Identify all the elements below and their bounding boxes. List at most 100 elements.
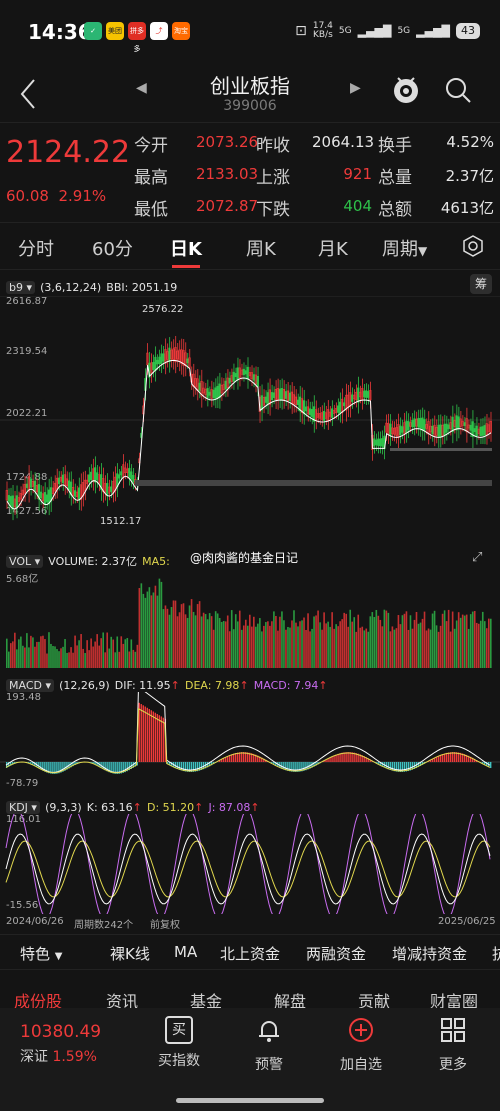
search-button[interactable] [442,74,474,106]
volume-indicator-selector[interactable]: VOL ▾ [6,555,44,568]
indicator-northbound[interactable]: 北上资金 [220,945,281,963]
macd-histogram-bar [138,702,140,762]
indicator-naked-k[interactable]: 裸K线 [110,945,150,963]
volume-bar [72,652,74,668]
quote-field-value: 4.52% [446,133,494,151]
next-index-button[interactable]: ▶ [350,80,361,96]
volume-bar [80,634,82,668]
tab-intraday[interactable]: 分时 [18,239,54,260]
candle-body [77,487,81,501]
tab-news[interactable]: 资讯 [106,992,139,1011]
chart-settings-button[interactable] [462,235,484,261]
tab-analysis[interactable]: 解盘 [274,992,307,1011]
macd-histogram-bar [28,762,30,764]
kdj-chart[interactable] [0,814,500,914]
tab-constituents[interactable]: 成份股 [14,992,63,1011]
volume-bar [287,626,289,668]
candle-body [469,424,472,431]
macd-histogram-bar [104,762,106,771]
candle-body [39,491,43,499]
volume-bar [423,611,426,668]
kdj-params: (9,3,3) [45,801,82,814]
volume-bar [345,613,348,668]
macd-histogram-bar [178,762,181,770]
y-axis-label: 2319.54 [6,346,48,357]
indicator-holding-change[interactable]: 增减持资金 [392,945,468,963]
alert-button[interactable]: 预警 [234,1016,304,1074]
tab-monthly-k[interactable]: 月K [318,239,348,260]
indicator-ma[interactable]: MA [174,943,198,961]
volume-bar [469,614,472,668]
candle-body [57,477,61,484]
macd-params: (12,26,9) [59,679,110,692]
kline-indicator-selector[interactable]: b9 ▾ [6,281,36,294]
macd-chart[interactable] [0,692,500,792]
buy-index-button[interactable]: 买 买指数 [144,1016,214,1070]
tab-60min[interactable]: 60分 [92,239,133,260]
indicator-more[interactable]: 抗 [492,945,500,963]
volume-bar [421,618,424,668]
kdj-indicator-selector[interactable]: KDJ ▾ [6,801,40,814]
assistant-button[interactable] [390,74,422,106]
volume-bar [128,651,131,668]
macd-histogram-bar [469,756,472,762]
indicator-margin[interactable]: 两融资金 [306,945,367,963]
candle-body [296,399,300,406]
candle-body [9,496,12,506]
volume-bar [134,651,137,668]
volume-bar [411,628,414,668]
tab-weekly-k[interactable]: 周K [246,239,276,260]
macd-histogram-bar [457,752,460,762]
candle-body [441,425,444,436]
y-axis-label: 2022.21 [6,408,48,419]
volume-bar [357,614,360,668]
candle-body [272,392,276,398]
candle-body [393,427,396,435]
tab-contribution[interactable]: 贡献 [358,992,391,1011]
macd-histogram-bar [369,759,371,762]
macd-histogram-bar [455,752,458,762]
macd-histogram-bar [389,762,391,771]
start-date: 2024/06/26 [6,916,64,927]
tab-funds[interactable]: 基金 [190,992,223,1011]
macd-histogram-bar [261,757,263,762]
tab-community[interactable]: 财富圈 [430,992,479,1011]
macd-histogram-bar [485,762,488,766]
macd-histogram-bar [355,753,357,762]
volume-bar [150,595,153,668]
y-axis-label: 1724.88 [6,472,48,483]
volume-bar [96,634,98,668]
volume-bar [228,631,231,668]
back-button[interactable] [14,72,44,112]
candlestick-chart[interactable] [0,296,500,544]
candle-body [331,408,334,418]
candle-body [280,388,284,401]
prev-index-button[interactable]: ◀ [136,80,147,96]
volume-bar [122,643,125,668]
volume-bar [222,621,225,668]
indicator-featured[interactable]: 特色 ▼ [20,945,63,963]
tab-period-dropdown[interactable]: 周期▼ [382,239,428,260]
candle-body [339,401,342,414]
add-watchlist-button[interactable]: 加自选 [326,1016,396,1074]
volume-bar [16,649,18,668]
volume-bar [303,617,305,668]
volume-bar [415,611,418,668]
more-button[interactable]: 更多 [418,1016,488,1074]
expand-chart-button[interactable]: ⤢ [472,550,482,565]
volume-bar [208,613,211,668]
chip-distribution-button[interactable]: 筹 [470,274,492,294]
related-index[interactable]: 10380.49 深证 1.59% [20,1022,101,1066]
tab-daily-k[interactable]: 日K [170,239,202,260]
macd-indicator-selector[interactable]: MACD ▾ [6,679,55,692]
volume-chart[interactable] [0,570,500,670]
volume-bar [335,624,337,668]
volume-bar [46,653,48,668]
candle-body [94,467,97,483]
volume-bar [465,614,468,668]
macd-histogram-bar [62,762,64,772]
volume-bar [305,629,307,668]
macd-histogram-bar [459,752,462,762]
volume-bar [246,625,249,668]
candle-body [80,484,83,500]
